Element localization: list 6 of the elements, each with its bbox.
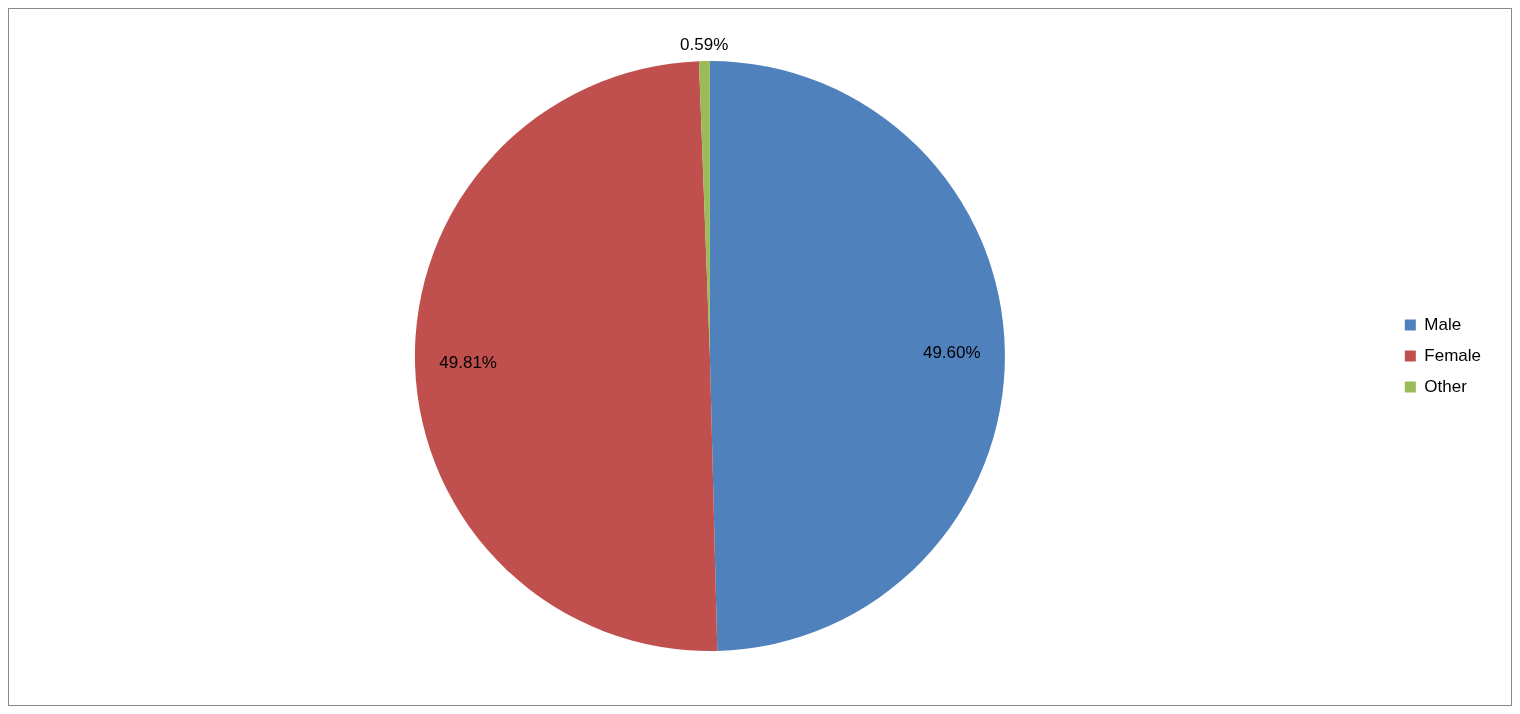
data-label: 0.59%: [680, 34, 729, 54]
legend-label: Other: [1424, 376, 1468, 396]
data-label: 49.81%: [439, 353, 497, 373]
data-label: 49.60%: [922, 342, 981, 362]
legend-label: Male: [1424, 314, 1462, 334]
legend-label: Female: [1424, 345, 1481, 365]
